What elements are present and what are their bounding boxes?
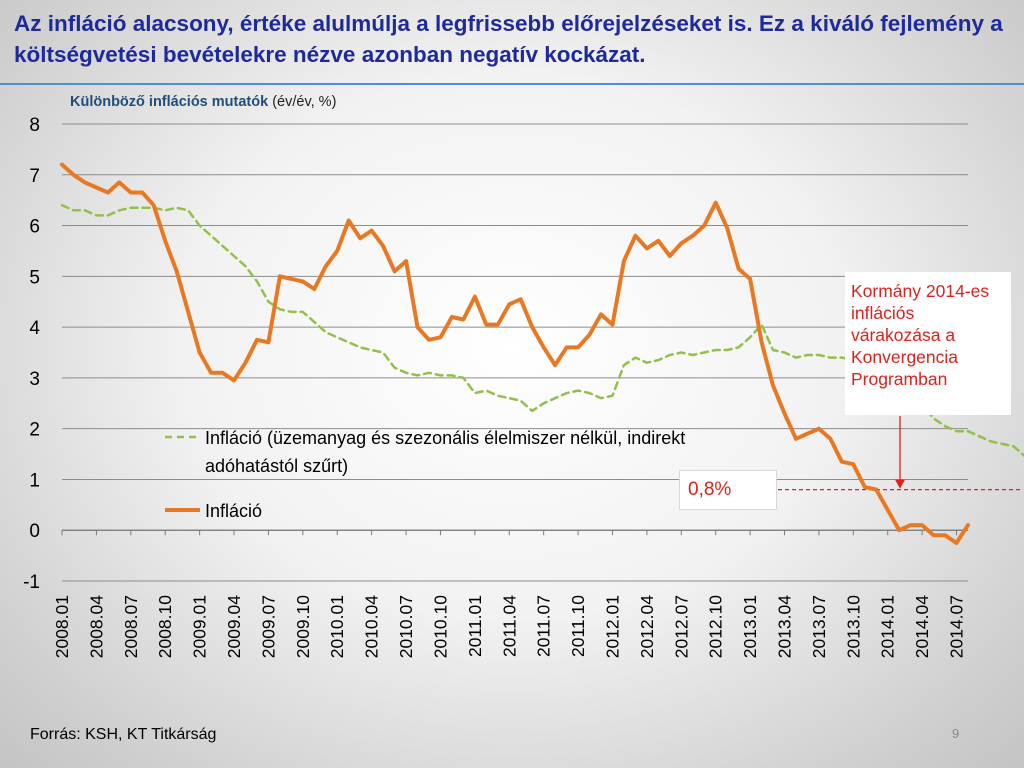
y-tick-label: 7	[29, 166, 40, 187]
x-tick-label: 2008.04	[86, 595, 106, 659]
x-tick-label: 2011.07	[534, 595, 554, 657]
forecast-value-label: 0,8%	[679, 470, 777, 510]
x-tick-label: 2008.07	[121, 595, 141, 658]
x-tick-label: 2009.07	[258, 595, 278, 658]
y-tick-label: 5	[29, 267, 40, 288]
x-tick-label: 2008.01	[52, 595, 72, 658]
y-tick-label: 0	[29, 521, 40, 542]
legend-label-inflation: Infláció	[205, 501, 262, 521]
series-layer	[60, 162, 1024, 545]
x-tick-label: 2014.01	[878, 595, 898, 658]
core-inflation-series-line	[60, 203, 1024, 458]
x-tick-label: 2014.04	[912, 595, 932, 659]
title-divider	[0, 83, 1024, 85]
x-tick-label: 2009.01	[190, 595, 210, 658]
x-tick-label: 2008.10	[155, 595, 175, 659]
x-tick-label: 2009.04	[224, 595, 244, 659]
x-tick-label: 2012.10	[706, 595, 726, 659]
x-tick-label: 2013.04	[775, 595, 795, 659]
x-tick-label: 2012.07	[671, 595, 691, 658]
x-tick-label: 2010.07	[396, 595, 416, 658]
x-tick-label: 2010.01	[327, 595, 347, 658]
y-tick-label: -1	[23, 572, 40, 593]
legend-label-core-inflation-line1: Infláció (üzemanyag és szezonális élelmi…	[205, 428, 685, 448]
x-tick-label: 2012.04	[637, 595, 657, 659]
page-number: 9	[952, 726, 960, 741]
chart-title: Különböző inflációs mutatók (év/év, %)	[70, 94, 336, 110]
x-tick-label: 2011.01	[465, 595, 485, 657]
annotation-arrow-layer	[895, 416, 905, 489]
source-note: Forrás: KSH, KT Titkárság	[30, 726, 217, 743]
y-tick-label: 4	[29, 318, 40, 339]
legend: Infláció (üzemanyag és szezonális élelmi…	[165, 428, 685, 521]
y-axis-tick-labels: 8 7 6 5 4 3 2 1 0 -1	[23, 115, 40, 593]
slide-title: Az infláció alacsony, értéke alulmúlja a…	[14, 11, 1003, 67]
x-tick-label: 2012.01	[602, 595, 622, 658]
y-tick-label: 3	[29, 369, 40, 390]
y-tick-label: 1	[29, 470, 40, 491]
x-tick-label: 2011.10	[568, 595, 588, 657]
x-tick-label: 2011.04	[499, 595, 519, 657]
y-tick-label: 2	[29, 420, 40, 441]
x-axis-tick-labels: 2008.01 2008.04 2008.07 2008.10 2009.01 2009.…	[52, 530, 967, 658]
x-tick-label: 2013.07	[809, 595, 829, 658]
y-tick-label: 8	[29, 115, 40, 136]
x-tick-label: 2010.04	[362, 595, 382, 659]
x-tick-label: 2013.10	[843, 595, 863, 659]
x-tick-label: 2013.01	[740, 595, 760, 658]
inflation-series-line	[60, 162, 970, 545]
government-forecast-note: Kormány 2014-es inflációs várakozása a K…	[845, 272, 1011, 415]
chart-title-unit: (év/év, %)	[272, 94, 337, 110]
x-tick-label: 2010.10	[430, 595, 450, 659]
x-tick-label: 2014.07	[947, 595, 967, 658]
chart-title-main: Különböző inflációs mutatók	[70, 94, 269, 110]
annotation-arrow-head	[895, 479, 905, 489]
legend-label-core-inflation-line2: adóhatástól szűrt)	[205, 456, 348, 476]
x-tick-label: 2009.10	[293, 595, 313, 659]
y-tick-label: 6	[29, 217, 40, 238]
